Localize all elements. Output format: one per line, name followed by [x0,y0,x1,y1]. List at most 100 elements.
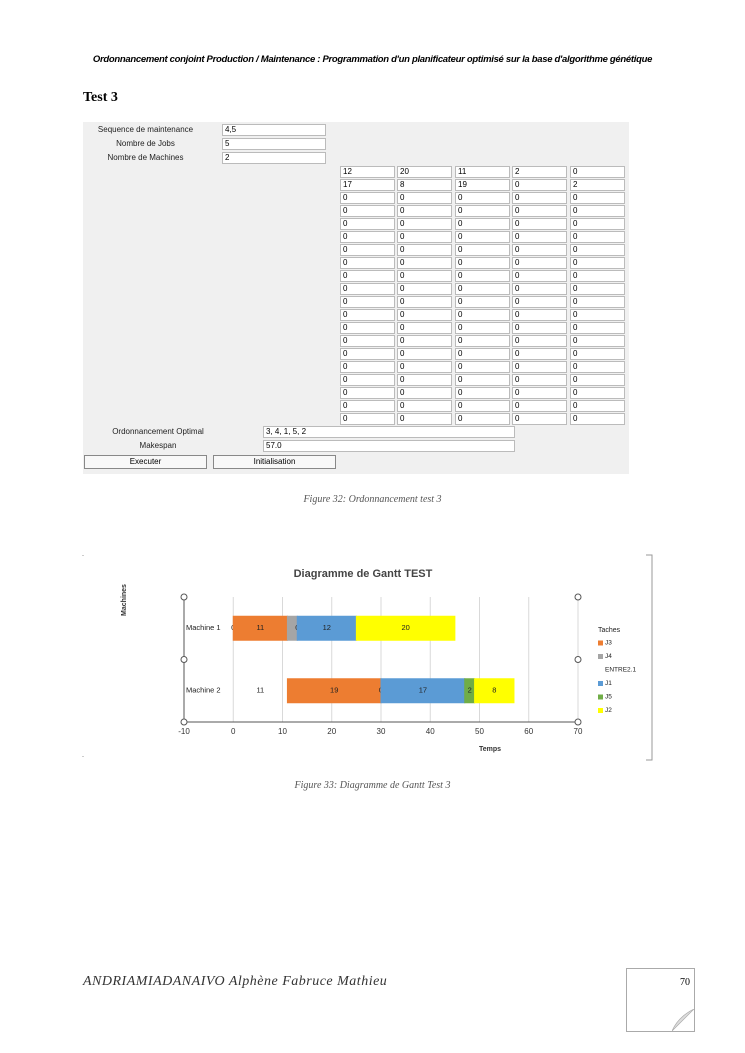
grid-input[interactable]: 0 [570,218,625,230]
grid-input[interactable]: 0 [397,322,452,334]
grid-input[interactable]: 0 [512,231,567,243]
grid-input[interactable]: 0 [570,387,625,399]
grid-input[interactable]: 0 [570,400,625,412]
grid-input[interactable]: 0 [570,361,625,373]
grid-input[interactable]: 0 [455,309,510,321]
grid-input[interactable]: 0 [512,283,567,295]
grid-input[interactable]: 0 [397,309,452,321]
grid-input[interactable]: 0 [340,218,395,230]
grid-input[interactable]: 0 [455,205,510,217]
grid-input[interactable]: 2 [570,179,625,191]
grid-input[interactable]: 0 [340,374,395,386]
grid-input[interactable]: 17 [340,179,395,191]
grid-input[interactable]: 2 [512,166,567,178]
grid-input[interactable]: 0 [340,257,395,269]
grid-input[interactable]: 0 [512,218,567,230]
grid-input[interactable]: 0 [340,205,395,217]
grid-input[interactable]: 0 [455,413,510,425]
grid-input[interactable]: 0 [397,335,452,347]
grid-input[interactable]: 0 [570,205,625,217]
grid-input[interactable]: 0 [340,387,395,399]
grid-input[interactable]: 0 [512,400,567,412]
grid-input[interactable]: 0 [570,283,625,295]
grid-input[interactable]: 0 [340,400,395,412]
grid-input[interactable]: 0 [397,192,452,204]
grid-input[interactable]: 0 [397,283,452,295]
button[interactable]: Initialisation [213,455,336,469]
grid-input[interactable]: 0 [397,244,452,256]
text-input[interactable]: 4,5 [222,124,326,136]
grid-input[interactable]: 0 [455,218,510,230]
grid-input[interactable]: 0 [397,387,452,399]
grid-input[interactable]: 19 [455,179,510,191]
grid-input[interactable]: 0 [455,244,510,256]
grid-input[interactable]: 0 [512,244,567,256]
grid-input[interactable]: 0 [340,335,395,347]
grid-input[interactable]: 0 [455,257,510,269]
grid-input[interactable]: 0 [397,270,452,282]
grid-input[interactable]: 0 [512,192,567,204]
grid-input[interactable]: 0 [340,309,395,321]
grid-input[interactable]: 0 [512,257,567,269]
grid-input[interactable]: 0 [455,400,510,412]
grid-input[interactable]: 0 [397,413,452,425]
grid-input[interactable]: 0 [455,231,510,243]
grid-input[interactable]: 0 [455,296,510,308]
grid-input[interactable]: 0 [340,413,395,425]
grid-input[interactable]: 0 [340,231,395,243]
grid-input[interactable]: 0 [397,348,452,360]
grid-input[interactable]: 0 [512,309,567,321]
grid-input[interactable]: 0 [397,296,452,308]
grid-input[interactable]: 0 [397,205,452,217]
grid-input[interactable]: 0 [570,166,625,178]
grid-input[interactable]: 0 [512,361,567,373]
grid-input[interactable]: 0 [570,296,625,308]
grid-input[interactable]: 0 [512,270,567,282]
grid-input[interactable]: 0 [340,192,395,204]
grid-input[interactable]: 0 [397,400,452,412]
grid-input[interactable]: 0 [340,322,395,334]
grid-input[interactable]: 0 [512,335,567,347]
grid-input[interactable]: 0 [570,192,625,204]
grid-input[interactable]: 0 [455,361,510,373]
grid-input[interactable]: 0 [455,374,510,386]
grid-input[interactable]: 0 [455,283,510,295]
grid-input[interactable]: 0 [455,270,510,282]
grid-input[interactable]: 0 [570,348,625,360]
grid-input[interactable]: 0 [340,296,395,308]
grid-input[interactable]: 0 [512,205,567,217]
grid-input[interactable]: 0 [570,270,625,282]
grid-input[interactable]: 0 [512,413,567,425]
grid-input[interactable]: 0 [397,231,452,243]
grid-input[interactable]: 0 [340,283,395,295]
grid-input[interactable]: 20 [397,166,452,178]
grid-input[interactable]: 0 [570,231,625,243]
text-input[interactable]: 5 [222,138,326,150]
grid-input[interactable]: 0 [455,192,510,204]
grid-input[interactable]: 0 [397,218,452,230]
grid-input[interactable]: 0 [512,348,567,360]
grid-input[interactable]: 0 [397,374,452,386]
grid-input[interactable]: 0 [570,322,625,334]
grid-input[interactable]: 0 [340,361,395,373]
grid-input[interactable]: 0 [512,296,567,308]
grid-input[interactable]: 0 [455,387,510,399]
grid-input[interactable]: 0 [455,348,510,360]
grid-input[interactable]: 11 [455,166,510,178]
grid-input[interactable]: 0 [340,244,395,256]
grid-input[interactable]: 0 [512,179,567,191]
grid-input[interactable]: 0 [397,361,452,373]
grid-input[interactable]: 0 [512,387,567,399]
grid-input[interactable]: 0 [570,244,625,256]
grid-input[interactable]: 0 [455,322,510,334]
grid-input[interactable]: 0 [570,413,625,425]
grid-input[interactable]: 0 [340,348,395,360]
grid-input[interactable]: 0 [570,309,625,321]
grid-input[interactable]: 0 [455,335,510,347]
grid-input[interactable]: 0 [570,257,625,269]
grid-input[interactable]: 12 [340,166,395,178]
grid-input[interactable]: 0 [512,322,567,334]
button[interactable]: Executer [84,455,207,469]
grid-input[interactable]: 0 [512,374,567,386]
grid-input[interactable]: 0 [570,335,625,347]
